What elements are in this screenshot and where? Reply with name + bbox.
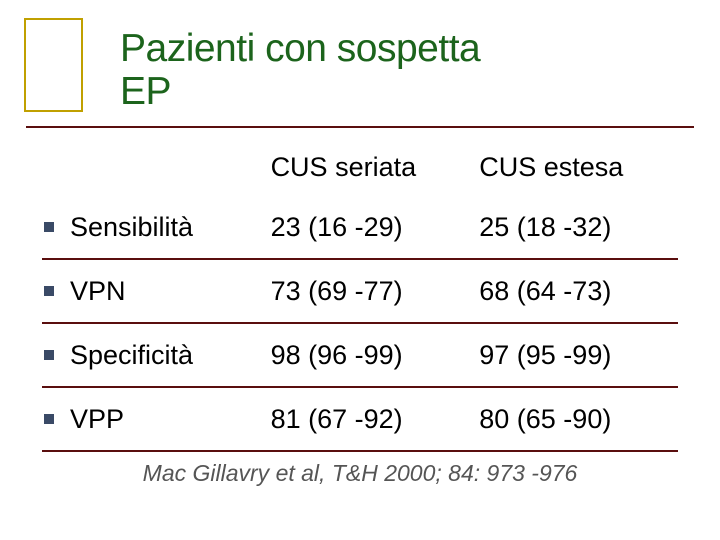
title-block: Pazienti con sospetta EP xyxy=(120,28,640,114)
corner-decoration xyxy=(24,18,83,112)
row-label: VPP xyxy=(42,404,271,435)
row-val-1: 23 (16 -29) xyxy=(271,212,480,243)
row-val-2: 80 (65 -90) xyxy=(479,404,678,435)
row-val-2: 97 (95 -99) xyxy=(479,340,678,371)
table-header-row: CUS seriata CUS estesa xyxy=(42,138,678,196)
title-line-1: Pazienti con sospetta xyxy=(120,28,640,71)
table-row: Specificità 98 (96 -99) 97 (95 -99) xyxy=(42,324,678,388)
row-val-2: 25 (18 -32) xyxy=(479,212,678,243)
citation: Mac Gillavry et al, T&H 2000; 84: 973 -9… xyxy=(0,460,720,487)
row-label: VPN xyxy=(42,276,271,307)
data-table: CUS seriata CUS estesa Sensibilità 23 (1… xyxy=(42,138,678,452)
table-header-col1: CUS seriata xyxy=(271,152,480,183)
table-row: VPN 73 (69 -77) 68 (64 -73) xyxy=(42,260,678,324)
rule-under-title xyxy=(26,126,694,128)
row-label: Sensibilità xyxy=(42,212,271,243)
table-row: VPP 81 (67 -92) 80 (65 -90) xyxy=(42,388,678,452)
row-label-text: VPP xyxy=(70,404,124,435)
bullet-icon xyxy=(44,414,54,424)
row-val-1: 73 (69 -77) xyxy=(271,276,480,307)
row-val-1: 81 (67 -92) xyxy=(271,404,480,435)
table-header-col2: CUS estesa xyxy=(479,152,678,183)
bullet-icon xyxy=(44,350,54,360)
table-row: Sensibilità 23 (16 -29) 25 (18 -32) xyxy=(42,196,678,260)
row-label: Specificità xyxy=(42,340,271,371)
row-val-2: 68 (64 -73) xyxy=(479,276,678,307)
row-label-text: Specificità xyxy=(70,340,193,371)
row-label-text: Sensibilità xyxy=(70,212,193,243)
bullet-icon xyxy=(44,222,54,232)
row-label-text: VPN xyxy=(70,276,126,307)
bullet-icon xyxy=(44,286,54,296)
slide: Pazienti con sospetta EP CUS seriata CUS… xyxy=(0,0,720,540)
title-line-2: EP xyxy=(120,71,640,114)
row-val-1: 98 (96 -99) xyxy=(271,340,480,371)
